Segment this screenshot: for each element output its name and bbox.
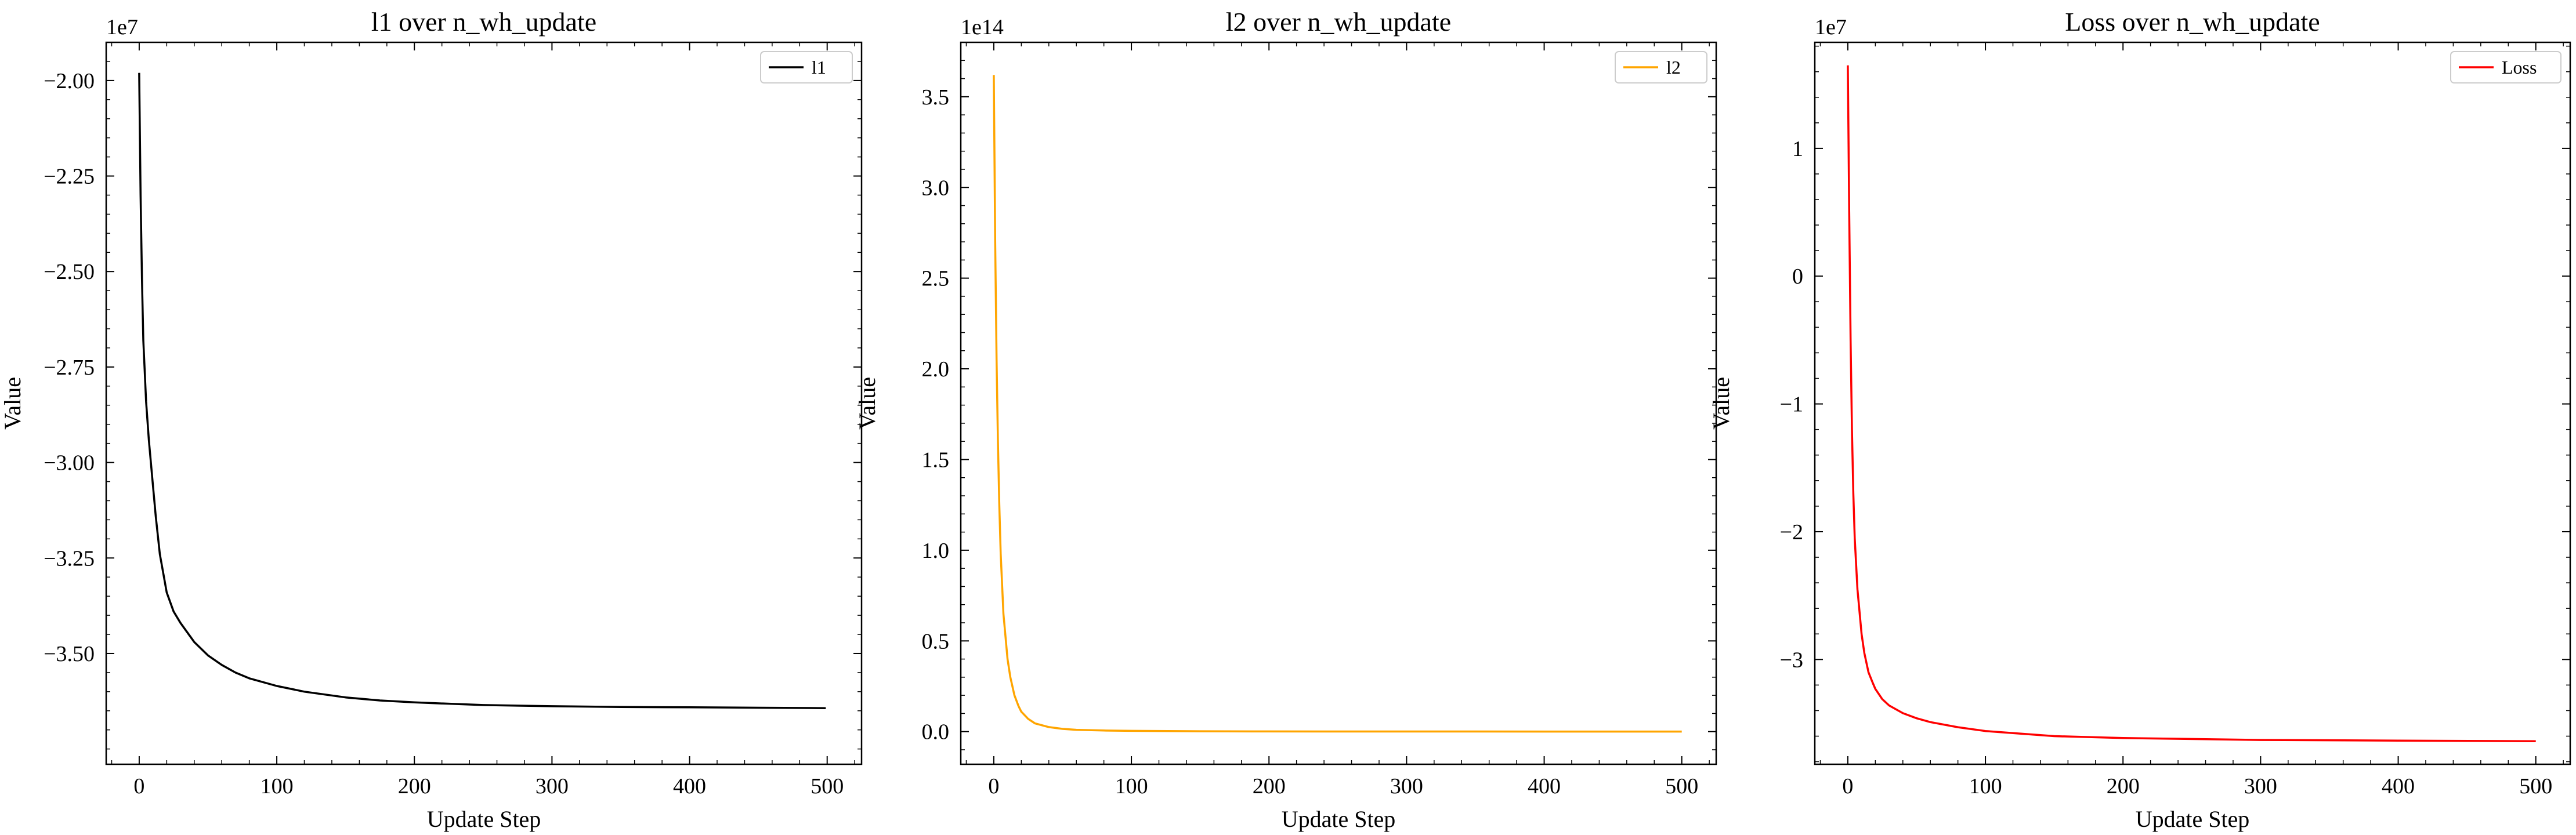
x-tick-label: 400 xyxy=(673,774,706,798)
y-tick-label: −2.00 xyxy=(44,69,95,93)
legend: l1 xyxy=(760,51,853,84)
y-tick-label: −1 xyxy=(1780,393,1803,417)
chart-title: l1 over n_wh_update xyxy=(371,7,596,37)
x-axis-label: Update Step xyxy=(1282,806,1396,832)
y-tick-label: −3.50 xyxy=(44,642,95,666)
legend-label: l1 xyxy=(812,57,826,78)
chart-panel-3: 0 100 200 300 400 500 −3 −2 −1 0 1 Loss over n_wh_u… xyxy=(1708,7,2571,832)
y-tick-label: 2.0 xyxy=(922,357,950,382)
x-tick-label: 500 xyxy=(2519,774,2552,798)
plot-frame xyxy=(960,41,1717,765)
y-tick-label: −2.50 xyxy=(44,260,95,284)
legend-box xyxy=(2450,51,2561,84)
y-tick-label: −2.75 xyxy=(44,355,95,380)
y-tick-label: 0.0 xyxy=(922,720,950,745)
x-tick-label: 200 xyxy=(398,774,431,798)
y-tick-label: 1.0 xyxy=(922,539,950,563)
x-tick-label: 0 xyxy=(1842,774,1853,798)
chart-title: l2 over n_wh_update xyxy=(1226,7,1451,37)
legend-label: l2 xyxy=(1666,57,1681,78)
x-tick-label: 0 xyxy=(988,774,999,798)
x-tick-label: 500 xyxy=(1665,774,1698,798)
y-tick-label: 1.5 xyxy=(922,448,950,472)
x-tick-label: 0 xyxy=(133,774,144,798)
y-axis-multiplier: 1e14 xyxy=(961,15,1004,39)
y-tick-label: 0 xyxy=(1792,264,1803,289)
legend-box xyxy=(760,51,853,84)
legend-label: Loss xyxy=(2502,57,2537,78)
x-tick-label: 100 xyxy=(261,774,294,798)
y-tick-label: 3.0 xyxy=(922,176,950,200)
x-tick-label: 100 xyxy=(1969,774,2002,798)
x-tick-label: 200 xyxy=(2107,774,2140,798)
y-tick-label: 2.5 xyxy=(922,267,950,291)
x-tick-label: 400 xyxy=(1528,774,1561,798)
series-line-Loss xyxy=(1847,65,2536,743)
x-axis-label: Update Step xyxy=(2136,806,2250,832)
x-tick-label: 300 xyxy=(536,774,569,798)
legend: Loss xyxy=(2450,51,2561,84)
x-tick-label: 300 xyxy=(2244,774,2277,798)
legend-box xyxy=(1615,51,1707,84)
y-tick-label: −3.25 xyxy=(44,546,95,571)
x-tick-label: 100 xyxy=(1115,774,1148,798)
y-tick-label: −2 xyxy=(1780,520,1803,544)
x-tick-label: 200 xyxy=(1253,774,1286,798)
y-tick-label: −3.00 xyxy=(44,451,95,475)
y-axis-label: Value xyxy=(1708,377,1734,430)
y-tick-label: −2.25 xyxy=(44,165,95,189)
y-axis-multiplier: 1e7 xyxy=(106,15,138,39)
x-axis-label: Update Step xyxy=(427,806,541,832)
chart-title: Loss over n_wh_update xyxy=(2065,7,2320,37)
series-line-l1 xyxy=(138,72,826,709)
chart-panel-2: 0 100 200 300 400 500 0.0 0.5 1.0 1.5 2.0 2.5 3.0 3.5… xyxy=(854,7,1717,832)
x-tick-label: 400 xyxy=(2382,774,2415,798)
y-axis-label: Value xyxy=(854,377,880,430)
y-tick-label: −3 xyxy=(1780,648,1803,672)
legend: l2 xyxy=(1615,51,1707,84)
y-axis-label: Value xyxy=(0,377,26,430)
plot-frame xyxy=(105,41,863,765)
x-tick-label: 300 xyxy=(1390,774,1423,798)
chart-panel-1: 0 100 200 300 400 500 −3.50 −3.25 −3.00 −2.75 −2.5… xyxy=(0,7,863,832)
x-tick-label: 500 xyxy=(811,774,844,798)
y-tick-label: 1 xyxy=(1792,137,1803,161)
y-tick-label: 3.5 xyxy=(922,85,950,110)
y-tick-label: 0.5 xyxy=(922,629,950,654)
series-line-l2 xyxy=(993,75,1682,733)
y-axis-multiplier: 1e7 xyxy=(1815,15,1847,39)
plot-frame xyxy=(1814,41,2571,765)
